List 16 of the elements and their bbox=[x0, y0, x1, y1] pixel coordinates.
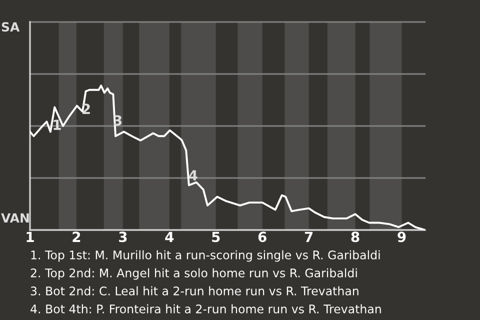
x-tick-label: 2 bbox=[72, 232, 80, 242]
text: 3. Bot 2nd: C. Leal hit a 2-run home run vs R. Trevathan bbox=[30, 286, 358, 296]
x-tick-label: 7 bbox=[304, 232, 313, 242]
x-tick-label: 3 bbox=[119, 232, 127, 242]
text: VAN bbox=[1, 213, 29, 222]
text: 2. Top 2nd: M. Angel hit a solo home run vs R. Garibaldi bbox=[30, 268, 357, 280]
x-tick-label: 6 bbox=[258, 232, 266, 242]
x-tick-label: 5 bbox=[212, 232, 220, 242]
text: 4. Bot 4th: P. Fronteira hit a 2-run home run vs R. Trevathan bbox=[30, 304, 381, 314]
x-tick-label: 9 bbox=[398, 232, 406, 242]
x-tick-label: 4 bbox=[165, 232, 174, 242]
annotation: 1 bbox=[54, 120, 61, 130]
x-tick-label: 8 bbox=[351, 232, 360, 242]
x-tick-label: 1 bbox=[26, 232, 34, 242]
text: SA bbox=[2, 22, 20, 32]
text: 1. Top 1st: M. Murillo hit a run-scoring single vs R. Garibaldi bbox=[31, 250, 380, 262]
